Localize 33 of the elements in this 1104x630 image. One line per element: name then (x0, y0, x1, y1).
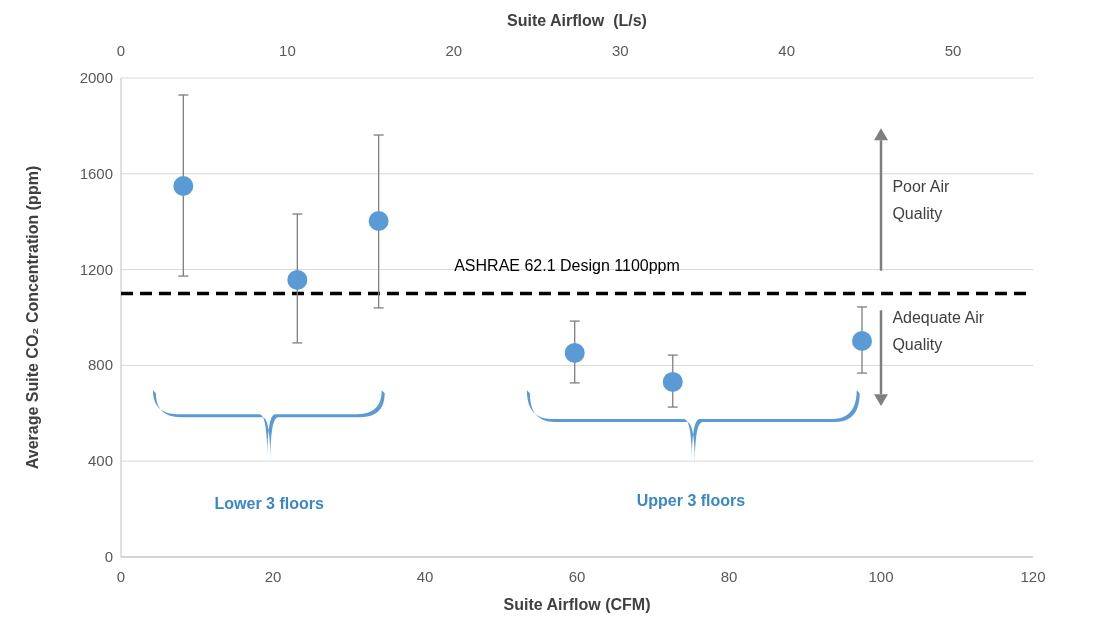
point (852, 330, 872, 351)
point (368, 210, 389, 231)
x-tick-label: 100 (868, 568, 894, 585)
annotation: Poor Air Quality (892, 177, 950, 222)
x-tick-label: 60 (568, 568, 586, 585)
x2-tick-label: 20 (445, 42, 463, 59)
x2-tick-label: 30 (611, 42, 629, 59)
annotation: Adequate Air Quality (892, 309, 985, 354)
point (287, 269, 308, 290)
y-tick-label: 1600 (79, 164, 113, 182)
y-tick-label: 2000 (79, 69, 113, 86)
x2-tick-label: 10 (279, 42, 296, 59)
annotation: Lower 3 floors (214, 495, 324, 513)
y-tick-label: 800 (87, 356, 113, 374)
x-tick-label: 20 (264, 568, 282, 585)
y-axis-title: Average Suite CO₂ Concentration (ppm) (24, 165, 41, 470)
x2-axis-title: Suite Airflow (L/s) (507, 12, 647, 29)
x-axis-title: Suite Airflow (CFM) (503, 596, 651, 613)
y-tick-label: 0 (104, 548, 113, 565)
y-tick-label: 400 (87, 452, 113, 470)
annotation: Upper 3 floors (636, 492, 746, 510)
x-tick-label: 0 (116, 568, 126, 585)
point (564, 342, 585, 363)
point (173, 176, 194, 197)
x-tick-label: 40 (416, 568, 434, 585)
x2-tick-label: 0 (116, 42, 126, 59)
x2-tick-label: 50 (944, 42, 962, 59)
ref-line-label: ASHRAE 62.1 Design 1100ppm (454, 256, 680, 274)
y-tick-label: 1200 (79, 260, 113, 278)
x2-tick-label: 40 (778, 42, 796, 59)
x-tick-label: 120 (1020, 568, 1046, 585)
point (662, 371, 683, 392)
x-tick-label: 80 (720, 568, 738, 585)
